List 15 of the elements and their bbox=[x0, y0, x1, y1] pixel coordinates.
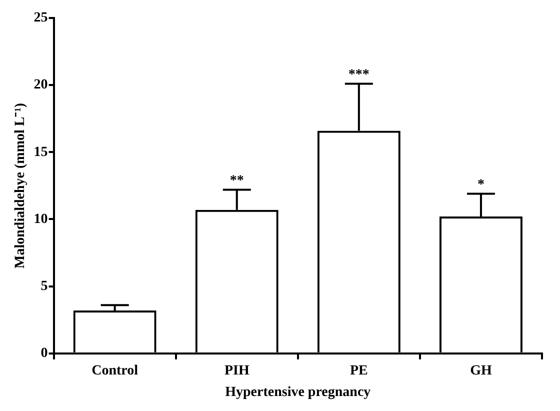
x-tick-label: PIH bbox=[224, 363, 250, 378]
annotation: *** bbox=[348, 67, 370, 82]
y-tick-label: 0 bbox=[40, 346, 48, 362]
annotation: ** bbox=[230, 173, 244, 188]
x-tick-label: PE bbox=[350, 363, 368, 378]
x-tick-label: GH bbox=[470, 363, 492, 378]
x-tick-label: Control bbox=[92, 363, 138, 378]
y-tick-label: 20 bbox=[34, 78, 48, 93]
y-tick-label: 15 bbox=[34, 144, 48, 160]
y-tick-label: 25 bbox=[34, 10, 48, 26]
annotation: * bbox=[477, 177, 484, 192]
y-tick-label: 5 bbox=[40, 278, 48, 294]
y-tick-label: 10 bbox=[34, 212, 48, 227]
y-axis-title: Malondialdehye (mmol L⁻¹) bbox=[13, 102, 28, 268]
x-axis-title: Hypertensive pregnancy bbox=[225, 385, 371, 400]
